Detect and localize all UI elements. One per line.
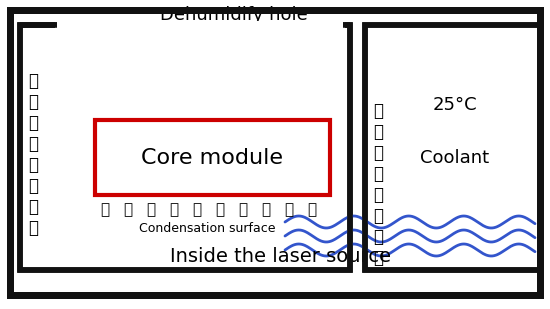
Text: Core module: Core module (141, 148, 283, 168)
Text: 💧: 💧 (239, 202, 248, 218)
Text: 💧: 💧 (373, 165, 383, 183)
Text: 💧: 💧 (28, 93, 38, 111)
Text: Condensation surface: Condensation surface (139, 222, 275, 235)
Text: 💧: 💧 (284, 202, 294, 218)
Bar (20, 25, 350, 270)
Text: 💧: 💧 (169, 202, 179, 218)
Text: 💧: 💧 (373, 186, 383, 204)
Text: 💧: 💧 (28, 156, 38, 174)
Text: 💧: 💧 (28, 72, 38, 90)
Text: Dehumidify hole: Dehumidify hole (160, 6, 308, 24)
Text: Inside the laser source: Inside the laser source (170, 247, 391, 265)
Text: 💧: 💧 (28, 219, 38, 237)
Text: 💧: 💧 (373, 207, 383, 225)
Bar (365, 25, 540, 270)
Text: 💧: 💧 (192, 202, 201, 218)
Text: 💧: 💧 (28, 135, 38, 153)
Text: 💧: 💧 (373, 249, 383, 267)
Bar (55, 23, 345, 33)
Text: 💧: 💧 (28, 198, 38, 216)
Text: 💧: 💧 (101, 202, 109, 218)
Text: 💧: 💧 (146, 202, 156, 218)
Text: 💧: 💧 (261, 202, 271, 218)
Text: 💧: 💧 (373, 102, 383, 120)
Text: 💧: 💧 (373, 144, 383, 162)
Text: 💧: 💧 (373, 123, 383, 141)
Text: 💧: 💧 (216, 202, 224, 218)
Text: 💧: 💧 (123, 202, 133, 218)
Bar (57, 21, 343, 29)
Text: 💧: 💧 (28, 114, 38, 132)
Text: 💧: 💧 (373, 228, 383, 246)
Text: 💧: 💧 (28, 177, 38, 195)
Bar (95, 120, 330, 195)
Bar (365, 25, 540, 270)
Text: 25°C: 25°C (433, 96, 477, 114)
Text: Coolant: Coolant (420, 149, 490, 167)
Text: 💧: 💧 (307, 202, 317, 218)
Bar (20, 25, 350, 270)
